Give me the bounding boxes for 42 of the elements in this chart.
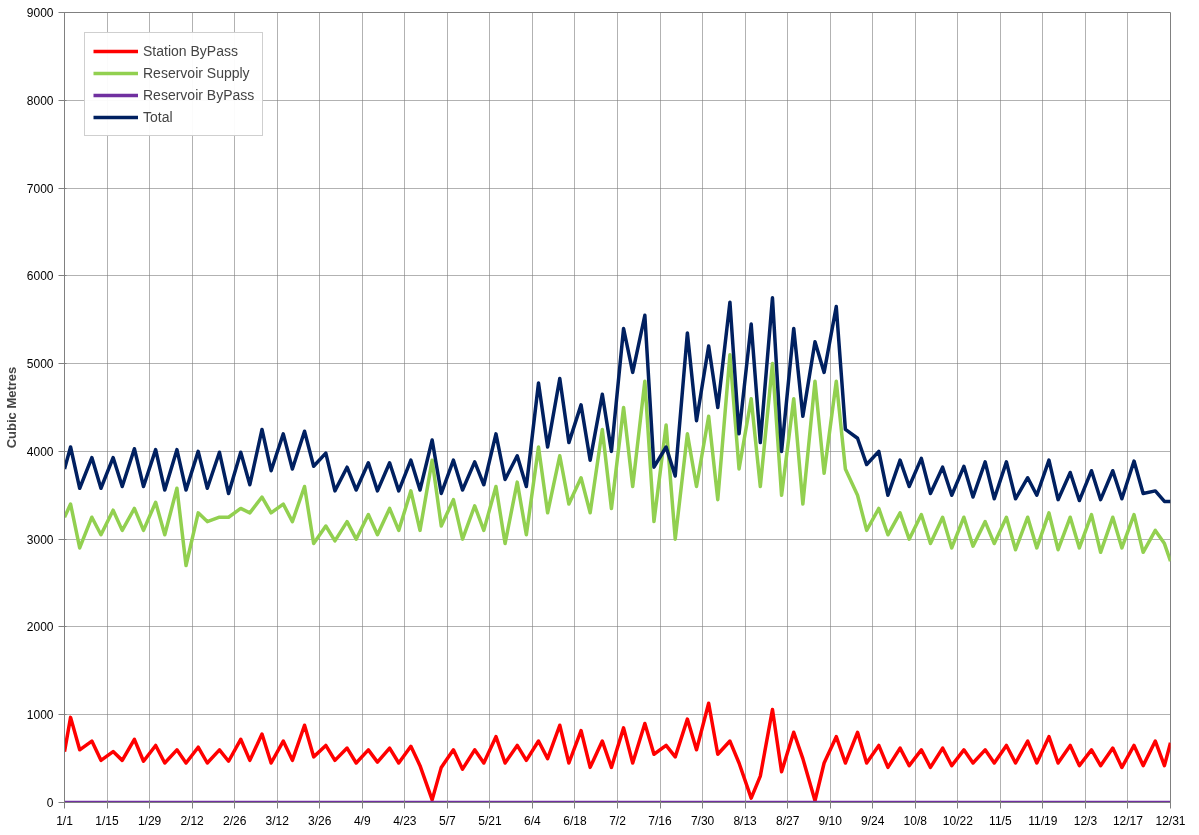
y-tick-label: 0 [46, 796, 54, 810]
x-tick-label: 5/21 [478, 813, 502, 828]
x-tick-label: 5/7 [439, 813, 457, 828]
x-tick-label: 12/31 [1155, 813, 1186, 828]
x-tick-label: 12/3 [1073, 813, 1098, 828]
x-tick-label: 12/17 [1112, 813, 1144, 828]
x-tick-label: 8/27 [775, 813, 800, 828]
x-tick-label: 6/4 [524, 813, 542, 828]
x-tick-label: 1/1 [56, 813, 74, 828]
x-tick-label: 11/5 [989, 813, 1012, 828]
y-axis-title: Cubic Metres [3, 366, 19, 449]
x-tick-label: 10/22 [942, 813, 974, 828]
x-tick-label: 3/26 [308, 813, 332, 828]
x-tick-label: 4/23 [393, 813, 417, 828]
x-tick-label: 1/15 [95, 813, 120, 828]
x-tick-label: 11/19 [1028, 813, 1058, 828]
y-tick-label: 2000 [26, 620, 54, 635]
y-tick-label: 6000 [26, 269, 54, 284]
x-tick-label: 9/10 [818, 813, 843, 828]
y-tick-label: 4000 [26, 444, 54, 459]
y-tick-label: 5000 [26, 357, 54, 372]
x-tick-label: 1/29 [137, 813, 162, 828]
legend-label: Station ByPass [143, 43, 238, 59]
x-tick-label: 2/26 [222, 813, 247, 828]
x-tick-label: 3/12 [265, 813, 290, 828]
legend-label: Total [143, 109, 173, 125]
x-tick-label: 7/30 [690, 813, 715, 828]
y-tick-label: 9000 [26, 6, 54, 20]
legend-label: Reservoir ByPass [143, 87, 255, 103]
x-tick-label: 4/9 [353, 813, 371, 828]
legend-label: Reservoir Supply [143, 65, 250, 81]
x-tick-label: 7/16 [648, 813, 673, 828]
y-tick-label: 8000 [26, 93, 54, 108]
y-tick-label: 1000 [26, 708, 54, 723]
y-tick-label: 7000 [26, 181, 54, 196]
x-tick-label: 10/8 [903, 813, 928, 828]
x-tick-label: 9/24 [861, 813, 885, 828]
x-tick-label: 8/13 [733, 813, 758, 828]
y-tick-label: 3000 [26, 532, 54, 547]
x-tick-label: 2/12 [180, 813, 205, 828]
x-tick-label: 6/18 [563, 813, 587, 828]
x-tick-label: 7/2 [609, 813, 627, 828]
